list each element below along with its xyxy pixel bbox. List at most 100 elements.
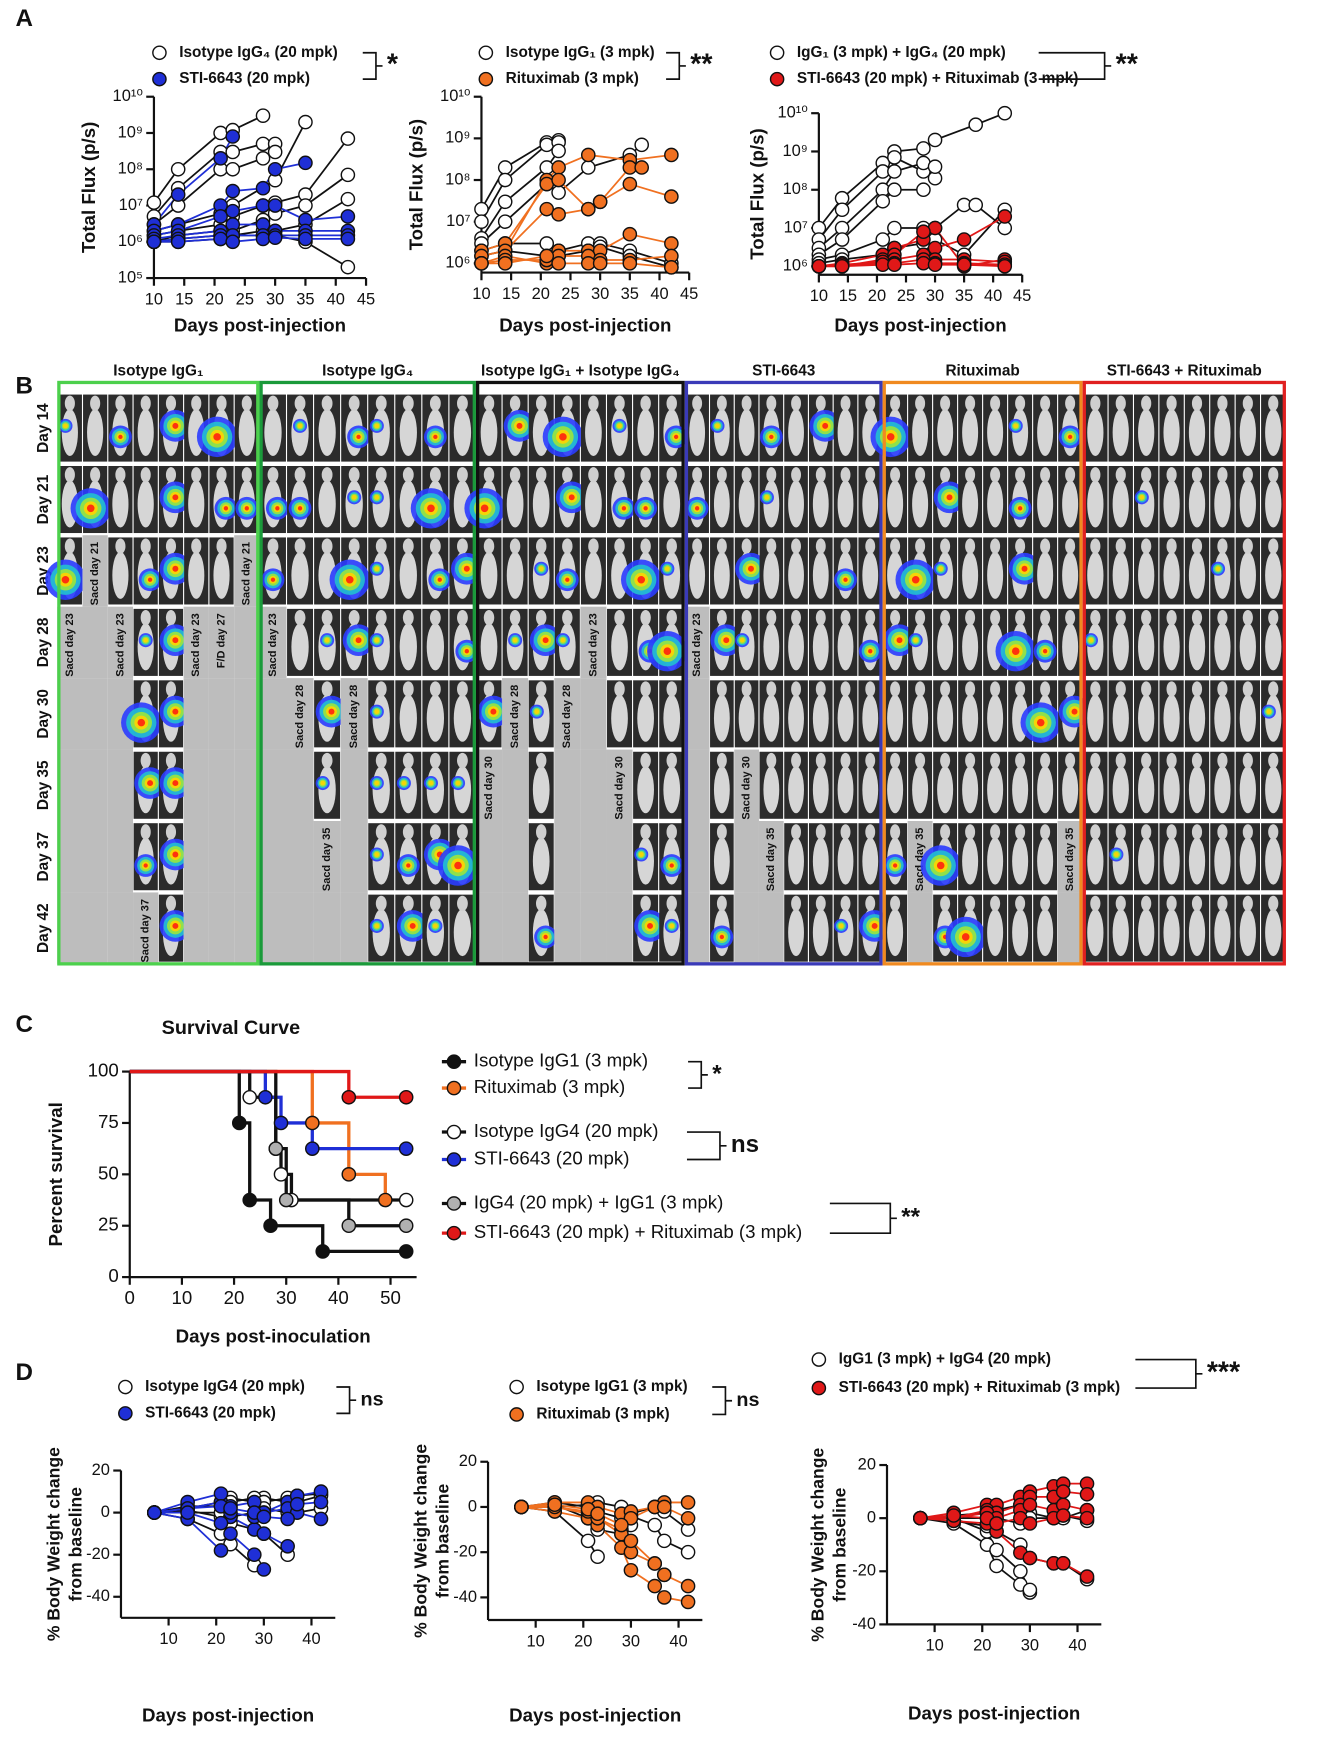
data-point <box>1022 1516 1038 1531</box>
mouse-head <box>1040 681 1051 697</box>
group-frame <box>882 380 1083 966</box>
data-point <box>255 198 271 213</box>
signal-blob <box>143 863 148 868</box>
mouse-head <box>692 538 703 554</box>
mouse-body <box>1062 551 1079 599</box>
mouse-body <box>987 837 1004 885</box>
y-tick-label: 20 <box>92 1461 110 1479</box>
mouse-head <box>741 538 752 554</box>
y-axis-title: % Body Weight change <box>808 1447 828 1641</box>
removed-cell <box>234 606 260 679</box>
mouse-body <box>1037 837 1054 885</box>
mouse-body <box>453 694 472 742</box>
removal-label: Sacd day 23 <box>587 613 599 677</box>
mouse-body <box>1062 480 1079 528</box>
mouse-head <box>1166 467 1177 483</box>
mouse-head <box>429 895 441 912</box>
mouse-head <box>1217 609 1228 626</box>
x-tick-label: 30 <box>591 285 609 303</box>
data-point <box>268 1141 284 1156</box>
significance-label: *** <box>1207 1356 1241 1388</box>
mouse-head <box>457 752 468 769</box>
mouse-head <box>588 395 599 412</box>
mouse-body <box>1087 766 1104 814</box>
x-tick-label: 40 <box>327 290 345 308</box>
mouse-body <box>837 694 854 742</box>
data-point <box>664 260 679 275</box>
removed-cell <box>107 749 134 821</box>
mouse-head <box>191 538 202 554</box>
data-point <box>298 198 313 213</box>
signal-blob <box>565 577 570 582</box>
mouse-head <box>321 752 333 769</box>
data-point <box>956 257 972 272</box>
mouse-head <box>402 538 414 554</box>
mouse-head <box>535 752 547 769</box>
mouse-head <box>990 824 1001 840</box>
data-point <box>580 1533 596 1549</box>
signal-blob <box>936 861 945 870</box>
data-point <box>634 160 650 175</box>
x-tick-label: 30 <box>266 290 284 308</box>
removed-cell <box>340 678 368 750</box>
data-point <box>340 167 356 183</box>
mouse-body <box>689 551 706 599</box>
mouse-head <box>1115 824 1126 840</box>
mouse-head <box>165 467 177 483</box>
mouse-body <box>1112 623 1129 671</box>
data-point <box>623 1562 639 1578</box>
mouse-body <box>738 408 755 457</box>
mouse-body <box>812 837 829 885</box>
mouse-head <box>965 895 976 912</box>
mouse-head <box>1268 824 1279 840</box>
data-point <box>213 209 228 224</box>
significance-label: ns <box>361 1388 384 1410</box>
x-tick-label: 30 <box>926 287 944 305</box>
mouse-body <box>862 837 879 885</box>
legend-marker <box>446 1054 462 1069</box>
removal-label: Sacd day 30 <box>741 756 753 820</box>
mouse-body <box>426 623 445 671</box>
data-point <box>398 1218 414 1234</box>
y-tick-label: 0 <box>867 1509 876 1527</box>
y-tick-label: 100 <box>88 1060 119 1081</box>
data-point <box>298 231 313 247</box>
removed-cell <box>107 820 134 893</box>
mouse-head <box>1015 467 1026 483</box>
mouse-body <box>1188 837 1206 885</box>
removed-cell <box>234 535 260 607</box>
mouse-head <box>402 681 414 697</box>
data-point <box>213 125 228 141</box>
panel-letter: B <box>15 372 32 399</box>
panel-letter: A <box>15 5 32 32</box>
mouse-body <box>1214 908 1231 957</box>
mouse-body <box>937 408 954 457</box>
mouse-body <box>112 551 129 599</box>
x-tick-label: 15 <box>502 285 520 303</box>
mouse-body <box>837 408 854 457</box>
mouse-body <box>912 408 929 457</box>
signal-blob <box>223 506 229 511</box>
data-point <box>340 231 356 247</box>
mouse-head <box>1090 824 1101 840</box>
mouse-body <box>987 694 1004 742</box>
data-point <box>916 224 931 240</box>
mouse-head <box>840 609 851 626</box>
y-axis-title: from baseline <box>829 1487 849 1602</box>
mouse-body <box>399 694 417 742</box>
y-tick-label: -20 <box>852 1562 876 1580</box>
x-tick-label: 20 <box>205 290 223 308</box>
mouse-head <box>294 538 306 554</box>
mouse-head <box>535 395 547 412</box>
mouse-head <box>216 467 227 483</box>
data-point <box>225 234 241 250</box>
removed-cell <box>183 749 209 821</box>
mouse-head <box>614 681 625 697</box>
mouse-body <box>480 408 498 457</box>
mouse-head <box>1268 538 1279 554</box>
mouse-body <box>788 766 804 814</box>
significance-label: ** <box>1116 48 1139 80</box>
mouse-head <box>402 467 414 483</box>
mouse-head <box>990 538 1001 554</box>
